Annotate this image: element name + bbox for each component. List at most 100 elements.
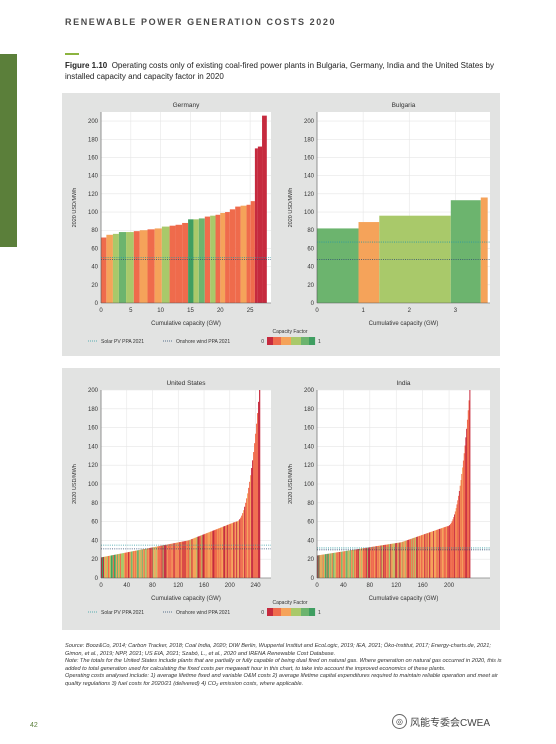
cost-bar — [323, 554, 325, 578]
cost-bar — [118, 232, 127, 303]
cost-bar — [243, 510, 245, 578]
y-tick-label: 60 — [307, 520, 314, 526]
cost-bar — [190, 539, 192, 578]
legend-cf-swatch — [277, 337, 280, 345]
cost-bar — [398, 542, 400, 578]
cost-bar — [437, 529, 439, 578]
cost-bar — [145, 548, 147, 578]
cost-bar — [372, 546, 374, 578]
legend-cf-swatch — [285, 337, 288, 345]
cost-bar — [336, 552, 338, 578]
cost-bar — [369, 547, 371, 578]
x-tick-label: 40 — [340, 583, 347, 589]
legend-cf-title: Capacity Factor — [272, 600, 307, 606]
cost-bar — [447, 526, 449, 578]
y-tick-label: 80 — [91, 228, 98, 234]
cost-bar — [454, 514, 456, 578]
cost-bar — [122, 553, 125, 578]
cost-bar — [158, 546, 160, 578]
cost-bar — [439, 528, 441, 578]
cost-bar — [325, 554, 327, 578]
cost-bar — [191, 539, 193, 578]
cost-bar — [370, 547, 372, 578]
cost-bar — [404, 540, 406, 578]
cost-bar — [198, 536, 200, 578]
cost-bar — [131, 551, 134, 578]
legend-cf-swatch — [307, 337, 310, 345]
cost-bar — [405, 540, 407, 578]
cost-bar — [466, 428, 468, 578]
legend-cf-swatch — [299, 608, 302, 616]
cost-bar — [258, 401, 260, 578]
cost-bar — [380, 545, 382, 578]
cost-bar — [350, 550, 352, 578]
y-tick-label: 0 — [95, 576, 99, 582]
y-tick-label: 160 — [88, 426, 99, 432]
cost-bar — [458, 490, 460, 578]
legend-cf-swatch — [309, 337, 312, 345]
cost-bar — [373, 546, 375, 578]
cost-bar — [231, 523, 233, 578]
cost-bar — [392, 543, 394, 578]
cost-bar — [318, 555, 320, 578]
cost-bar — [399, 542, 401, 578]
cost-bar — [433, 530, 435, 578]
legend-cf-swatch — [287, 337, 290, 345]
cost-bar — [337, 552, 339, 578]
cost-bar — [401, 541, 403, 578]
cost-bar — [396, 543, 398, 578]
figure-caption-text: Operating costs only of existing coal-fi… — [65, 61, 494, 81]
cost-bar — [349, 550, 351, 578]
cost-bar — [185, 540, 187, 578]
legend-cf-swatch — [283, 337, 286, 345]
cost-bar — [361, 548, 363, 578]
caption-accent-line — [65, 53, 79, 55]
cost-bar — [178, 542, 180, 578]
x-tick-label: 120 — [173, 583, 184, 589]
cost-bar — [450, 522, 452, 578]
cost-bar — [317, 228, 359, 303]
legend-cf-swatch — [291, 608, 294, 616]
cost-bar — [462, 460, 464, 578]
y-axis-label: 2020 USD/MWh — [288, 464, 294, 504]
cost-bar — [412, 538, 414, 578]
y-tick-label: 80 — [307, 228, 314, 234]
cost-bar — [362, 548, 364, 578]
cost-bar — [317, 555, 319, 578]
cost-bar — [101, 237, 107, 303]
figure-number: Figure 1.10 — [65, 61, 108, 70]
y-tick-label: 100 — [304, 210, 315, 216]
x-tick-label: 15 — [187, 308, 194, 314]
cost-bar — [429, 532, 431, 578]
x-tick-label: 200 — [225, 583, 236, 589]
y-tick-label: 40 — [307, 538, 314, 544]
y-tick-label: 180 — [88, 407, 99, 413]
cost-bar — [212, 530, 214, 578]
cost-bar — [112, 554, 115, 578]
cost-bar — [247, 493, 249, 578]
cost-bar — [104, 556, 107, 578]
cost-bar — [238, 520, 240, 578]
cost-bar — [449, 525, 451, 578]
cost-bar — [126, 232, 134, 303]
cost-bar — [140, 549, 142, 578]
cost-bar — [413, 537, 415, 578]
cost-bar — [444, 527, 446, 578]
cost-bar — [187, 540, 189, 578]
cost-bar — [125, 552, 128, 578]
y-tick-label: 200 — [304, 119, 315, 125]
cost-bar — [251, 468, 253, 578]
cost-bar — [137, 550, 139, 578]
y-tick-label: 60 — [91, 246, 98, 252]
cost-bar — [419, 535, 421, 578]
cost-bar — [133, 550, 135, 578]
y-axis-label: 2020 USD/MWh — [288, 188, 294, 228]
cost-bar — [218, 528, 220, 578]
cost-bar — [333, 552, 335, 578]
cost-bar — [244, 506, 246, 578]
y-tick-label: 100 — [88, 210, 99, 216]
cost-bar — [381, 545, 383, 578]
y-tick-label: 120 — [304, 463, 315, 469]
